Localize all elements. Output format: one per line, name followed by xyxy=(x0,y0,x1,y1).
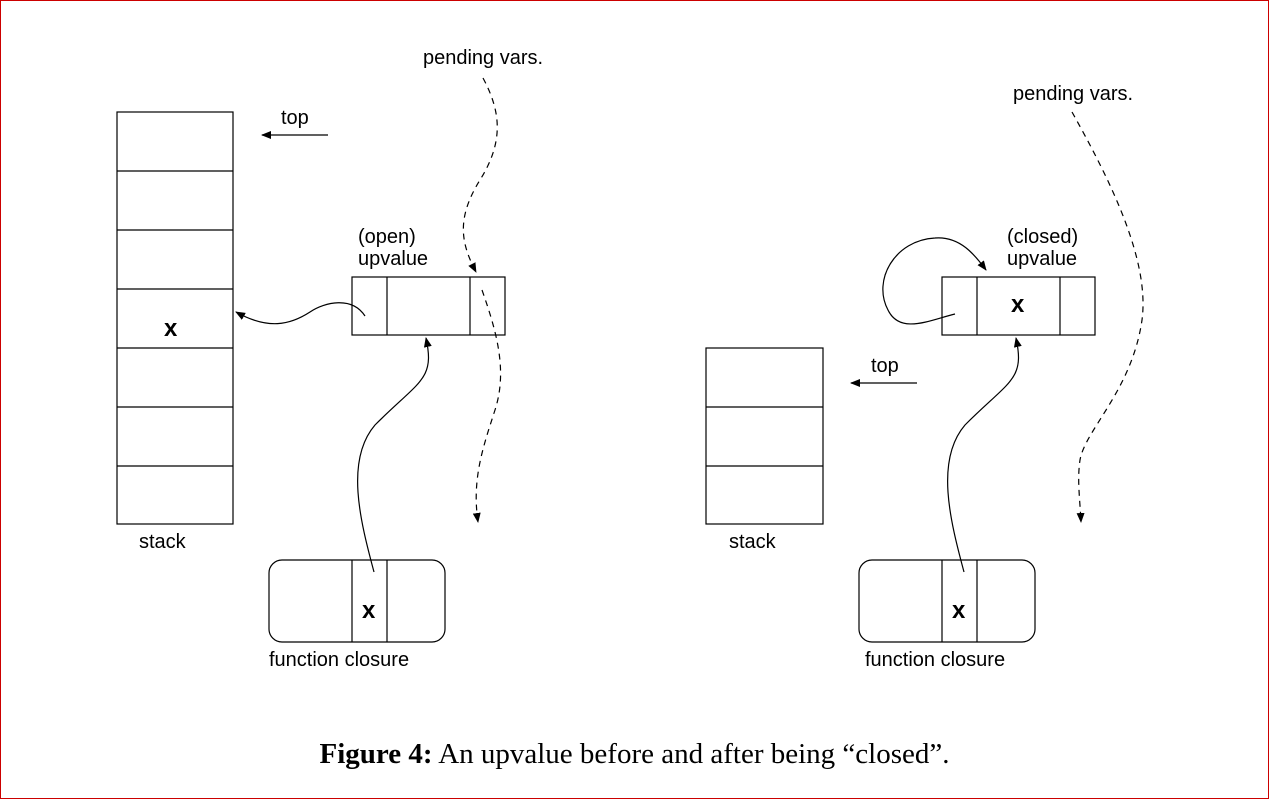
figure-number: Figure 4: xyxy=(319,738,433,770)
stack-slot-value: x xyxy=(164,315,178,342)
upvalue-box xyxy=(351,276,506,336)
stack-frame xyxy=(705,347,824,525)
upvalue-self-arrow xyxy=(882,237,987,325)
figure-caption: Figure 4: An upvalue before and after be… xyxy=(0,738,1269,771)
stack-label: stack xyxy=(139,531,187,553)
closure-to-upvalue-arrow xyxy=(357,337,432,573)
pending-vars-continuation xyxy=(472,289,502,523)
upvalue-to-stack-arrow xyxy=(235,302,366,325)
closure-box: x xyxy=(858,559,1036,643)
upvalue-value: x xyxy=(1011,291,1025,318)
stack xyxy=(705,347,824,525)
pending-vars-arrow xyxy=(462,77,498,273)
upvalue-state-label: (closed) xyxy=(1007,226,1078,248)
after-panel: pending vars. top stack (closed) upvalue… xyxy=(705,83,1144,671)
closure-label: function closure xyxy=(865,649,1005,671)
pending-vars-label: pending vars. xyxy=(1013,83,1133,105)
closure-value: x xyxy=(362,597,376,624)
closure-label: function closure xyxy=(269,649,409,671)
stack: x xyxy=(116,111,234,525)
upvalue-box: x xyxy=(941,276,1096,336)
top-label: top xyxy=(871,355,899,377)
upvalue-state-label: (open) xyxy=(358,226,416,248)
closure-box: x xyxy=(268,559,446,643)
pending-vars-arrow xyxy=(1071,111,1144,523)
stack-frame xyxy=(116,111,234,525)
closure-to-upvalue-arrow xyxy=(947,337,1022,573)
figure-caption-text: An upvalue before and after being “close… xyxy=(438,738,950,770)
before-panel: pending vars. top x stack (open) upvalue xyxy=(116,47,543,671)
top-label: top xyxy=(281,107,309,129)
upvalue-label: upvalue xyxy=(1007,248,1077,270)
pending-vars-label: pending vars. xyxy=(423,47,543,69)
upvalue-label: upvalue xyxy=(358,248,428,270)
stack-label: stack xyxy=(729,531,777,553)
closure-value: x xyxy=(952,597,966,624)
